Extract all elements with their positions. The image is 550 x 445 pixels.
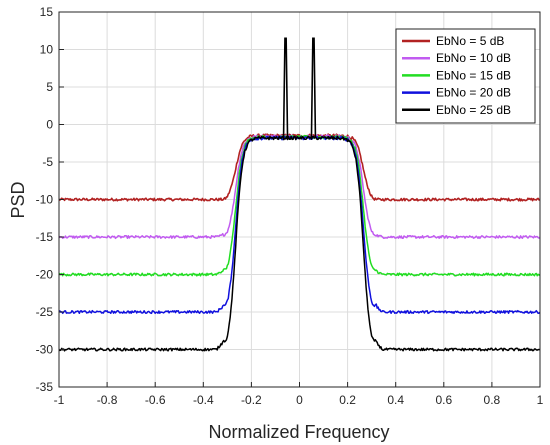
x-tick-label: -0.2: [241, 393, 262, 407]
y-tick-label: 5: [46, 80, 53, 94]
y-tick-label: -10: [36, 193, 54, 207]
y-tick-label: 10: [40, 43, 54, 57]
y-tick-label: -20: [36, 268, 54, 282]
legend-entry: EbNo = 20 dB: [436, 86, 511, 100]
x-tick-label: 0.8: [484, 393, 501, 407]
legend: EbNo = 5 dB EbNo = 10 dB EbNo = 15 dB EbNo …: [395, 28, 536, 124]
y-tick-label: -25: [36, 305, 54, 319]
x-tick-label: -1: [54, 393, 65, 407]
x-tick-label: 0.2: [339, 393, 356, 407]
y-tick-label: 0: [46, 118, 53, 132]
x-axis-label: Normalized Frequency: [208, 422, 389, 442]
legend-entry: EbNo = 25 dB: [436, 103, 511, 117]
x-tick-label: -0.4: [193, 393, 214, 407]
x-tick-label: 0.6: [435, 393, 452, 407]
pilot-tone-spike: [282, 37, 289, 139]
y-tick-label: -5: [42, 155, 53, 169]
pilot-tone-spike: [310, 37, 317, 139]
y-tick-label: -35: [36, 380, 54, 394]
series-layer: [58, 37, 541, 352]
y-tick-label: 15: [40, 5, 54, 19]
legend-entry: EbNo = 10 dB: [436, 51, 511, 65]
y-tick-label: -15: [36, 230, 54, 244]
legend-entry: EbNo = 5 dB: [436, 34, 504, 48]
series-line: [58, 135, 541, 352]
legend-entry: EbNo = 15 dB: [436, 68, 511, 82]
x-tick-label: -0.6: [145, 393, 166, 407]
x-tick-label: 0: [296, 393, 303, 407]
x-tick-label: -0.8: [97, 393, 118, 407]
x-tick-label: 1: [537, 393, 544, 407]
ticks: -1 -0.8 -0.6 -0.4 -0.2 0 0.2 0.4 0.6 0.8 1 -35 -30 -2…: [36, 5, 544, 407]
series-line: [58, 133, 541, 202]
y-tick-label: -30: [36, 343, 54, 357]
series-line: [58, 134, 541, 277]
x-tick-label: 0.4: [387, 393, 404, 407]
y-axis-label: PSD: [8, 181, 28, 218]
